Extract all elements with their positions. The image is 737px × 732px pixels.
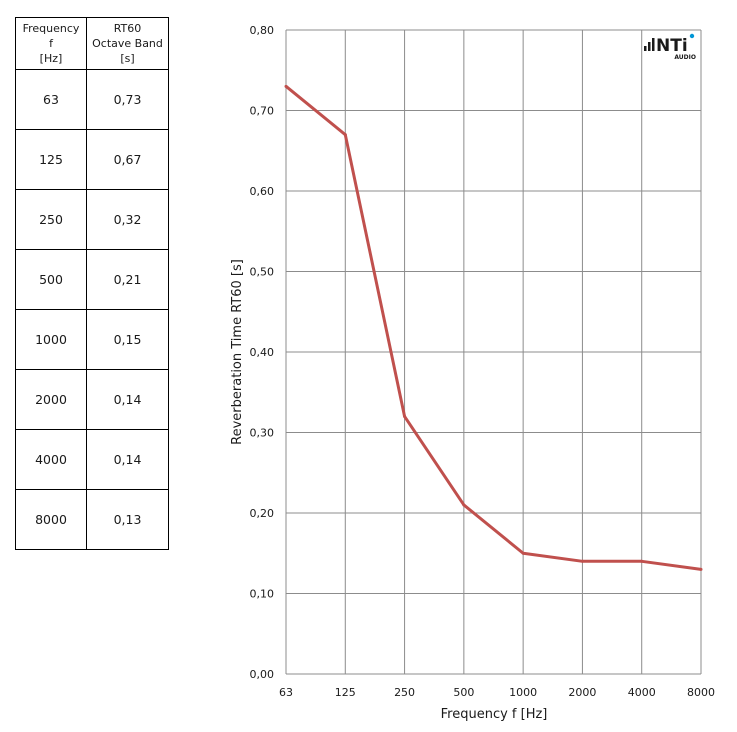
x-tick-label: 125 [335,686,356,699]
logo-subtext: AUDIO [674,54,696,61]
logo-dot [689,33,695,39]
logo-text: NTi [656,36,688,56]
logo-bar [652,38,655,51]
logo-bar [648,42,651,51]
frequency-cell: 250 [15,189,87,250]
x-tick-labels: 63 125 250 500 1000 2000 4000 8000 [279,686,715,699]
table-row: 125 0,67 [15,129,169,190]
table-row: 4000 0,14 [15,429,169,490]
x-tick-label: 2000 [568,686,596,699]
frequency-header: Frequency f [Hz] [15,17,87,70]
rt60-table: Frequency f [Hz] RT60 Octave Band [s] 63… [15,17,169,550]
data-point [462,503,466,507]
y-tick-label: 0,10 [250,588,275,601]
data-point [580,559,584,563]
rt60-series-line [285,85,702,571]
x-tick-label: 8000 [687,686,715,699]
rt60-cell: 0,73 [86,69,169,130]
data-point [699,567,703,571]
x-tick-label: 63 [279,686,293,699]
rt60-header: RT60 Octave Band [s] [86,17,169,70]
frequency-cell: 63 [15,69,87,130]
rt60-cell: 0,13 [86,489,169,550]
x-tick-label: 500 [453,686,474,699]
y-tick-label: 0,30 [250,427,275,440]
x-tick-label: 1000 [509,686,537,699]
frequency-cell: 500 [15,249,87,310]
x-tick-label: 4000 [628,686,656,699]
table-row: 63 0,73 [15,69,169,130]
table-row: 1000 0,15 [15,309,169,370]
frequency-cell: 4000 [15,429,87,490]
logo-bar [644,46,647,51]
y-tick-label: 0,00 [250,668,275,681]
table-row: 250 0,32 [15,189,169,250]
rt60-cell: 0,14 [86,429,169,490]
frequency-cell: 8000 [15,489,87,550]
y-tick-label: 0,60 [250,185,275,198]
data-point [403,414,407,418]
x-tick-label: 250 [394,686,415,699]
data-point [284,84,288,88]
y-tick-labels: 0,00 0,10 0,20 0,30 0,40 0,50 0,60 0,70 0,80 [250,24,275,681]
y-tick-label: 0,50 [250,266,275,279]
chart-grid [285,29,702,675]
y-tick-label: 0,20 [250,507,275,520]
y-tick-label: 0,80 [250,24,275,37]
data-point [521,551,525,555]
y-axis-label: Reverberation Time RT60 [s] [230,259,245,445]
y-tick-label: 0,70 [250,105,275,118]
data-point [343,133,347,137]
rt60-cell: 0,67 [86,129,169,190]
x-axis-label: Frequency f [Hz] [441,707,548,722]
series-layer [284,84,703,571]
rt60-cell: 0,32 [86,189,169,250]
data-point [640,559,644,563]
frequency-cell: 2000 [15,369,87,430]
nti-audio-logo: NTi AUDIO [644,33,696,61]
frequency-cell: 1000 [15,309,87,370]
y-tick-label: 0,40 [250,346,275,359]
table-row: 8000 0,13 [15,489,169,550]
rt60-cell: 0,15 [86,309,169,370]
